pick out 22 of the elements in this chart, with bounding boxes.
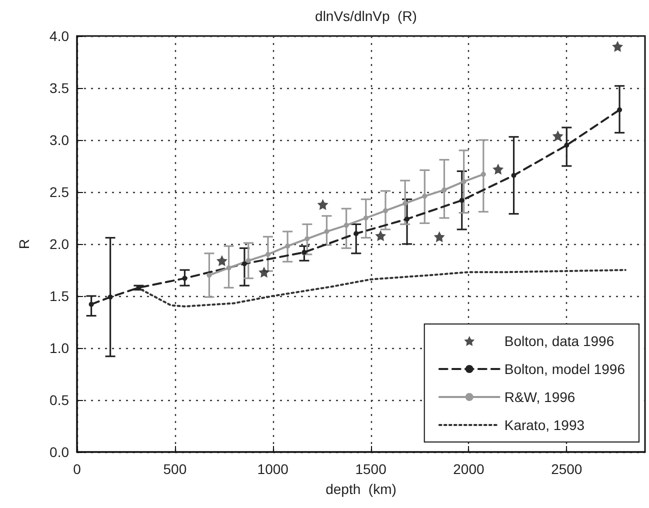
y-tick-label: 1.5: [50, 288, 70, 304]
y-tick-label: 0.0: [50, 444, 70, 460]
y-axis-title: R: [16, 238, 32, 250]
x-axis-title: depth (km): [326, 481, 396, 497]
y-tick-label: 0.5: [50, 392, 70, 408]
x-tick-label: 2500: [551, 461, 582, 477]
legend-label: Bolton, model 1996: [504, 361, 626, 377]
legend-label: R&W, 1996: [504, 389, 576, 405]
y-tick-label: 4.0: [50, 28, 70, 44]
chart-title: dlnVs/dlnVp (R): [315, 8, 417, 24]
legend-label: Bolton, data 1996: [504, 333, 614, 349]
y-tick-label: 3.5: [50, 80, 70, 96]
y-tick-label: 3.0: [50, 132, 70, 148]
x-tick-label: 500: [163, 461, 187, 477]
x-tick-label: 1500: [355, 461, 387, 477]
x-tick-label: 2000: [453, 461, 485, 477]
x-tick-label: 1000: [257, 461, 289, 477]
y-tick-label: 1.0: [50, 340, 70, 356]
y-tick-label: 2.5: [50, 184, 70, 200]
y-tick-label: 2.0: [50, 236, 70, 252]
x-tick-label: 0: [73, 461, 82, 477]
legend-label: Karato, 1993: [504, 417, 585, 433]
